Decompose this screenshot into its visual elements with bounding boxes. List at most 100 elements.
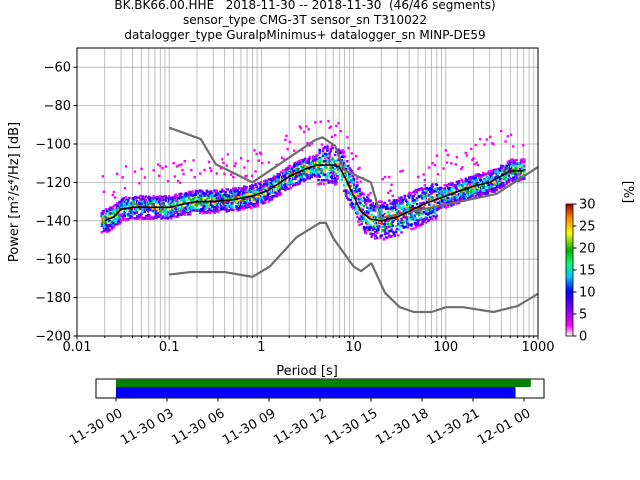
heatmap-cell: [423, 211, 427, 214]
heatmap-cell: [331, 169, 335, 173]
heatmap-cell: [505, 182, 508, 185]
series-line-nlnm: [169, 221, 538, 314]
heatmap-cell: [437, 207, 441, 210]
heatmap-cell: [460, 178, 463, 181]
heatmap-cell: [268, 186, 272, 190]
heatmap-cell: [410, 216, 413, 219]
heatmap-cell: [520, 166, 524, 169]
heatmap-cell: [498, 179, 502, 183]
heatmap-cell: [409, 208, 412, 211]
heatmap-cell: [225, 193, 228, 197]
heatmap-cell: [107, 227, 110, 230]
heatmap-cell: [341, 152, 345, 155]
heatmap-cell: [226, 188, 230, 191]
heatmap-cell: [142, 204, 145, 207]
heatmap-cell: [257, 193, 261, 196]
psd-heatmap: [100, 120, 526, 241]
heatmap-cell: [407, 222, 410, 225]
heatmap-cell: [322, 170, 326, 173]
heatmap-cell: [457, 189, 461, 192]
heatmap-cell: [443, 188, 446, 191]
heatmap-cell: [359, 180, 362, 183]
heatmap-cell: [443, 184, 446, 187]
heatmap-cell: [436, 173, 440, 176]
chart-title-line-1: BK.BK66.00.HHE 2018-11-30 -- 2018-11-30 …: [114, 0, 496, 12]
heatmap-cell: [273, 189, 276, 192]
heatmap-cell: [103, 225, 107, 228]
heatmap-cell: [238, 208, 242, 211]
heatmap-cell: [256, 199, 259, 203]
heatmap-cell: [501, 166, 504, 170]
heatmap-cell: [367, 210, 370, 213]
heatmap-cell: [514, 171, 517, 174]
heatmap-cell: [371, 228, 375, 232]
heatmap-cell: [436, 187, 440, 190]
heatmap-cell: [499, 129, 503, 133]
heatmap-cell: [215, 190, 219, 194]
heatmap-cell: [196, 189, 200, 193]
heatmap-cell: [358, 189, 361, 192]
heatmap-cell: [256, 202, 259, 205]
heatmap-cell: [267, 200, 271, 203]
heatmap-cell: [351, 157, 355, 161]
heatmap-cell: [361, 208, 365, 211]
heatmap-cell: [478, 137, 482, 141]
heatmap-cell: [353, 204, 357, 207]
heatmap-cell: [423, 184, 427, 187]
heatmap-cell: [210, 207, 213, 210]
heatmap-cell: [221, 197, 224, 201]
heatmap-cell: [280, 156, 284, 159]
heatmap-cell: [463, 197, 466, 200]
heatmap-cell: [509, 160, 513, 164]
heatmap-cell: [266, 194, 269, 197]
y-tick-label: −140: [35, 214, 71, 229]
heatmap-cell: [165, 214, 169, 217]
heatmap-cell: [492, 143, 495, 146]
heatmap-cell: [509, 179, 513, 182]
heatmap-cell: [484, 186, 487, 189]
heatmap-cell: [102, 190, 106, 194]
heatmap-cell: [138, 202, 141, 205]
heatmap-cell: [320, 160, 324, 163]
heatmap-cell: [408, 202, 411, 206]
heatmap-cell: [403, 219, 407, 222]
heatmap-cell: [185, 209, 189, 213]
heatmap-cell: [281, 169, 285, 172]
heatmap-cell: [393, 234, 397, 238]
heatmap-cell: [488, 135, 492, 139]
heatmap-cell: [464, 151, 467, 155]
heatmap-cell: [456, 183, 460, 187]
heatmap-cell: [100, 213, 103, 217]
heatmap-cell: [342, 189, 346, 193]
heatmap-cell: [369, 232, 372, 235]
heatmap-cell: [332, 181, 336, 184]
heatmap-cell: [182, 172, 185, 176]
heatmap-cell: [425, 186, 429, 190]
heatmap-cell: [353, 206, 357, 209]
heatmap-cell: [223, 208, 226, 211]
heatmap-cell: [116, 202, 119, 205]
heatmap-cell: [110, 228, 113, 231]
heatmap-cell: [327, 120, 330, 123]
heatmap-cell: [411, 207, 414, 210]
heatmap-cell: [192, 206, 195, 210]
heatmap-cell: [288, 183, 292, 187]
heatmap-cell: [227, 209, 231, 212]
heatmap-cell: [457, 179, 461, 183]
heatmap-cell: [179, 201, 182, 205]
heatmap-cell: [267, 181, 271, 184]
heatmap-cell: [345, 164, 348, 168]
heatmap-cell: [368, 214, 371, 218]
heatmap-cell: [206, 210, 210, 213]
heatmap-cell: [310, 142, 314, 145]
heatmap-cell: [241, 206, 244, 209]
heatmap-cell: [277, 176, 280, 179]
heatmap-cell: [383, 223, 387, 226]
heatmap-cell: [102, 227, 106, 230]
heatmap-cell: [164, 195, 168, 198]
series-line-mode: [104, 164, 524, 222]
heatmap-cell: [290, 167, 294, 171]
y-tick-label: −100: [35, 138, 71, 153]
heatmap-cell: [366, 229, 369, 232]
heatmap-cell: [214, 201, 217, 204]
